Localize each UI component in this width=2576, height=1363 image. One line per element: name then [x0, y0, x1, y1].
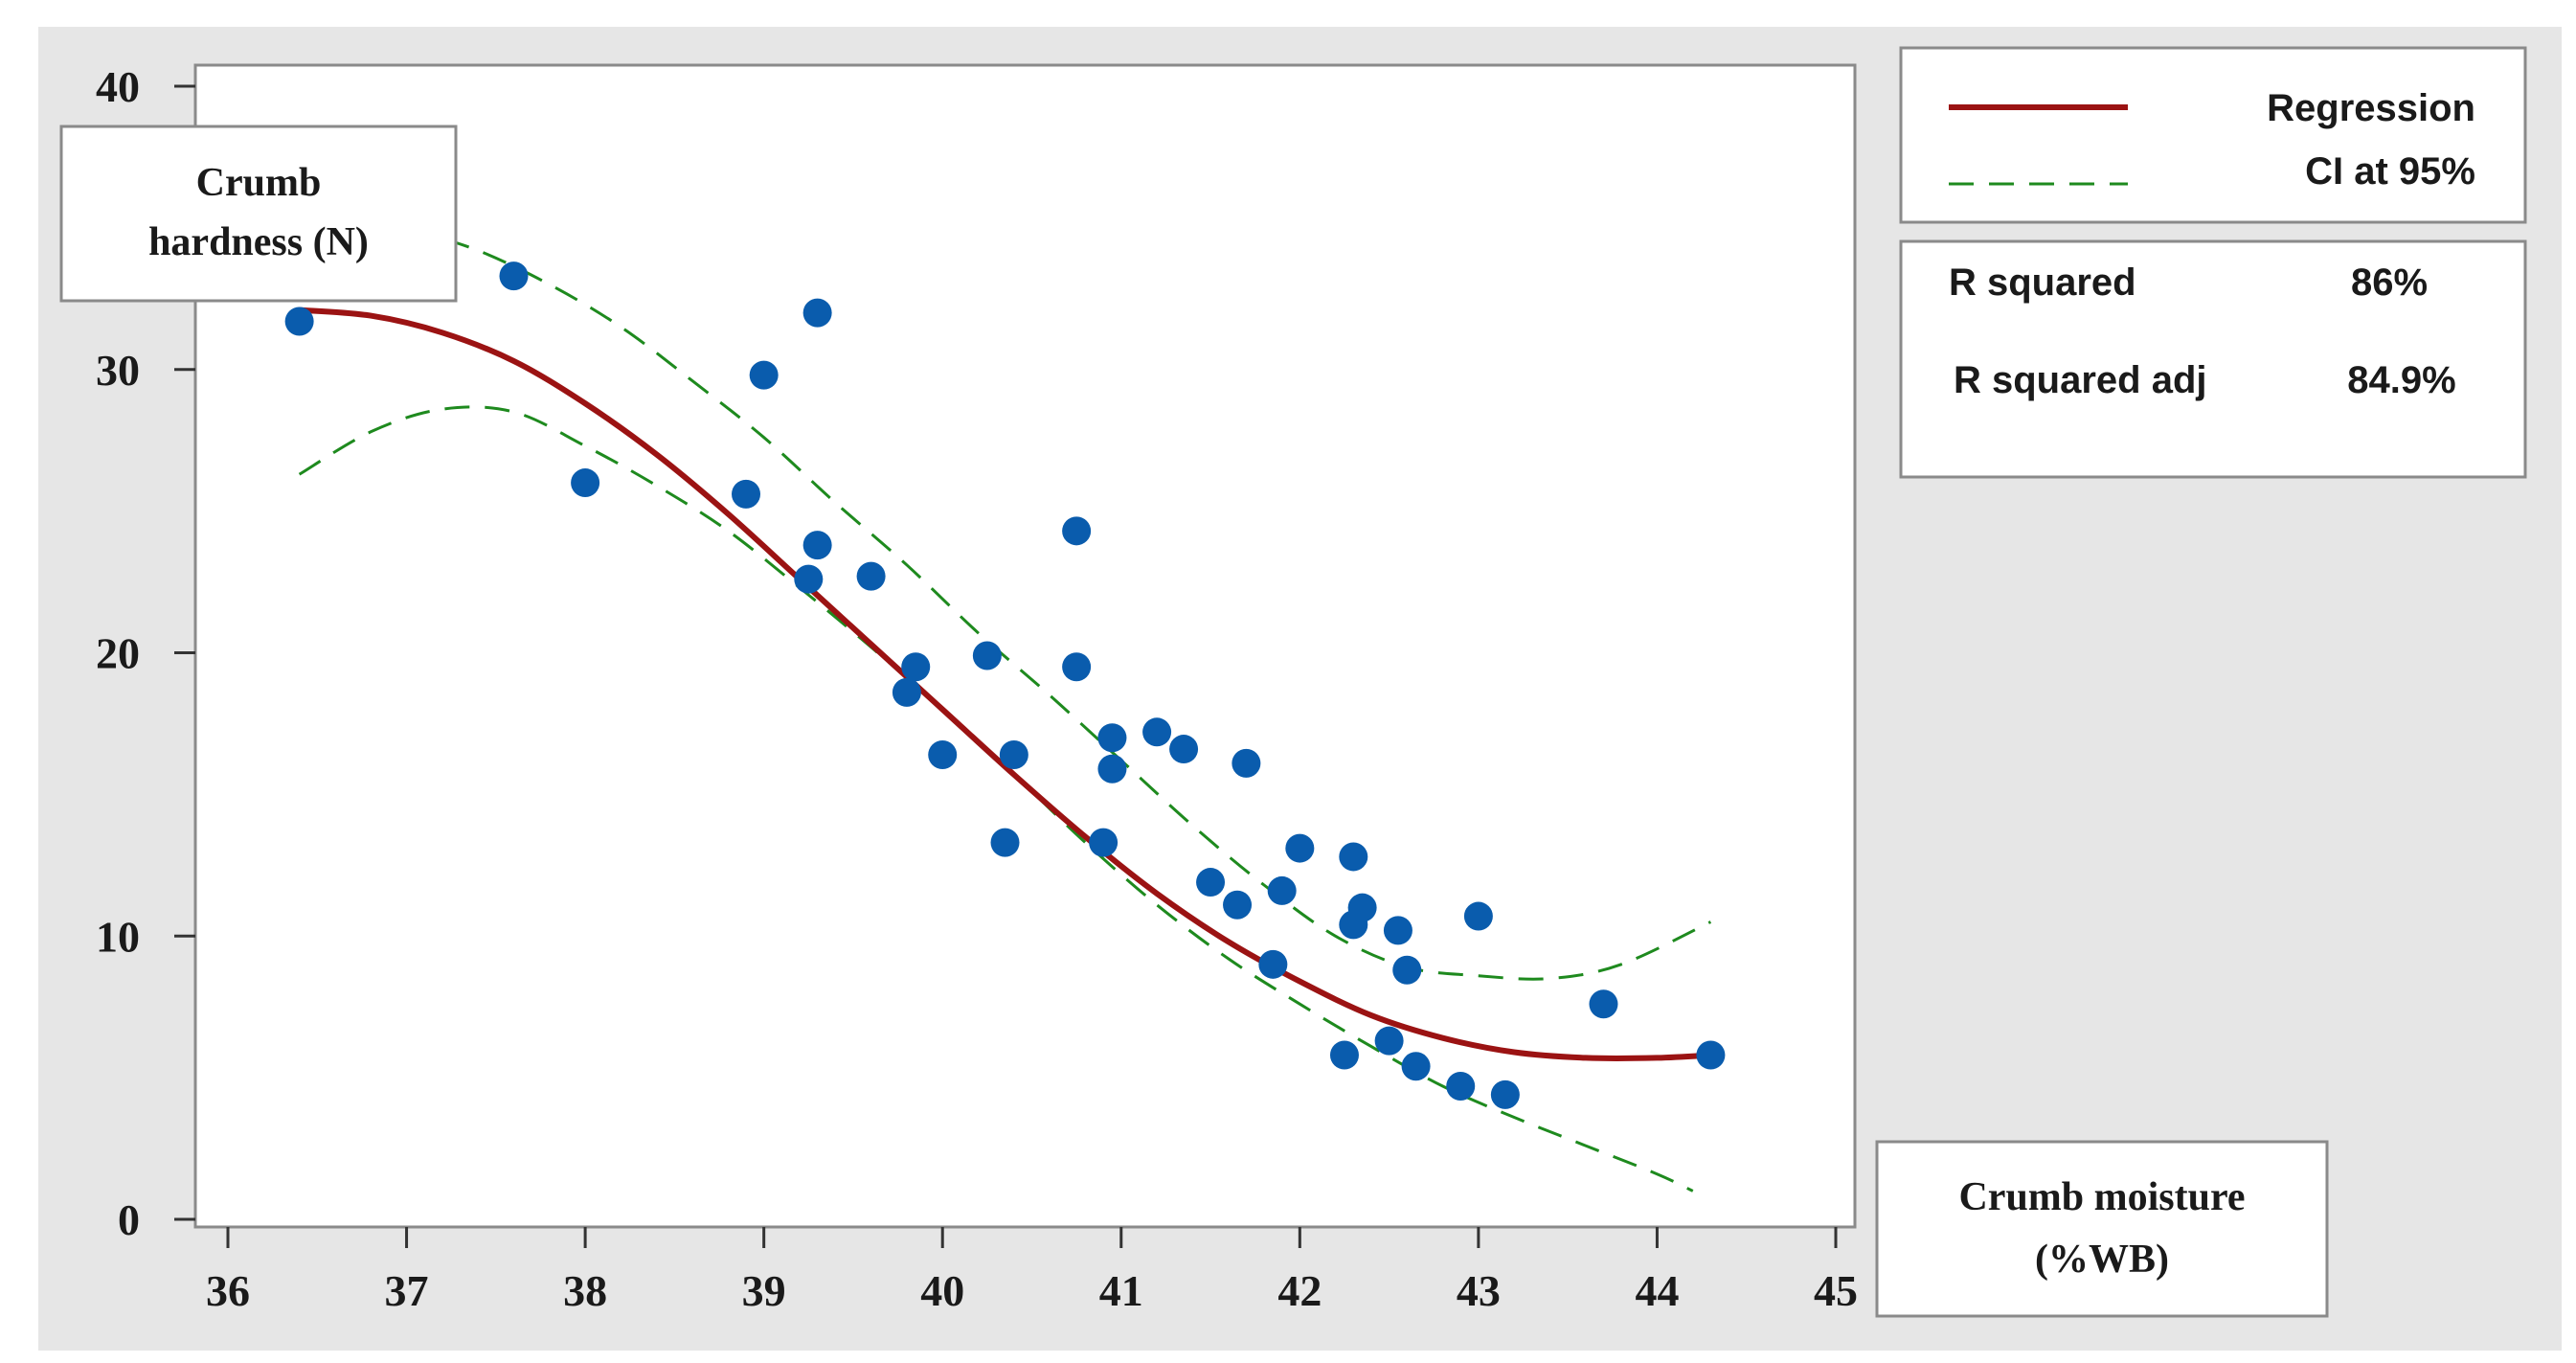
data-point — [1589, 989, 1618, 1019]
data-point — [1196, 868, 1226, 897]
data-point — [892, 677, 921, 707]
x-tick-label: 40 — [920, 1266, 964, 1315]
data-point — [901, 652, 931, 682]
x-tick-label: 41 — [1099, 1266, 1143, 1315]
y-axis-label-box: Crumb hardness (N) — [59, 125, 458, 303]
data-point — [1347, 893, 1377, 922]
data-point — [990, 828, 1020, 857]
y-tick-label: 0 — [118, 1195, 140, 1244]
data-point — [1696, 1040, 1726, 1070]
x-axis-label-box: Crumb moisture (%WB) — [1875, 1140, 2329, 1318]
data-point — [1446, 1071, 1476, 1101]
data-point — [1142, 717, 1172, 747]
stat-r-squared-adj-label: R squared adj — [1954, 359, 2207, 401]
x-tick-label: 42 — [1277, 1266, 1322, 1315]
data-point — [999, 739, 1028, 769]
data-point — [732, 479, 761, 509]
x-axis-label-line-2: (%WB) — [2035, 1238, 2169, 1282]
data-point — [1097, 754, 1127, 784]
legend-ci-label: CI at 95% — [2305, 150, 2475, 193]
data-point — [802, 298, 832, 328]
stats-box: R squared 86% R squared adj 84.9% — [1899, 239, 2527, 479]
data-point — [1258, 949, 1288, 979]
data-point — [499, 261, 529, 291]
y-tick-label: 10 — [96, 912, 140, 961]
plot-area — [193, 63, 1857, 1229]
data-point — [1392, 955, 1422, 985]
data-point — [1329, 1040, 1359, 1070]
x-tick-label: 39 — [742, 1266, 786, 1315]
data-point — [1232, 748, 1261, 778]
x-tick-label: 45 — [1814, 1266, 1858, 1315]
data-point — [972, 641, 1002, 670]
x-tick-label: 37 — [385, 1266, 429, 1315]
data-point — [1097, 723, 1127, 753]
y-axis-label-line-1: Crumb — [196, 161, 322, 205]
data-point — [1285, 833, 1315, 863]
data-point — [1490, 1079, 1520, 1109]
scatter-points — [284, 261, 1726, 1109]
y-tick-label: 30 — [96, 346, 140, 395]
stat-r-squared-value: 86% — [2351, 261, 2428, 304]
legend: Regression CI at 95% — [1899, 46, 2527, 224]
data-point — [928, 739, 958, 769]
data-point — [1223, 890, 1253, 920]
data-point — [1383, 916, 1412, 945]
x-tick-label: 44 — [1635, 1266, 1679, 1315]
x-tick-label: 36 — [206, 1266, 250, 1315]
legend-regression-label: Regression — [2267, 87, 2475, 129]
data-point — [1463, 901, 1493, 931]
data-point — [802, 531, 832, 560]
stat-r-squared-label: R squared — [1949, 261, 2136, 304]
data-point — [1062, 652, 1092, 682]
data-point — [1089, 828, 1119, 857]
data-point — [749, 360, 779, 390]
x-tick-label: 38 — [563, 1266, 607, 1315]
data-point — [1339, 842, 1368, 872]
y-tick-label: 20 — [96, 629, 140, 678]
y-axis-label-line-2: hardness (N) — [148, 220, 369, 264]
x-axis-label-line-1: Crumb moisture — [1958, 1175, 2245, 1219]
axes: 36 37 38 39 40 41 42 43 44 45 0 10 20 30 40 — [96, 62, 1858, 1315]
regression-line — [296, 307, 1714, 1061]
stat-r-squared-adj-value: 84.9% — [2347, 359, 2455, 401]
data-point — [1374, 1026, 1404, 1056]
data-point — [794, 564, 824, 594]
data-point — [856, 561, 886, 591]
data-point — [1267, 875, 1297, 905]
data-point — [1169, 735, 1199, 764]
x-tick-label: 43 — [1457, 1266, 1501, 1315]
regression-line-group — [296, 307, 1714, 1061]
data-point — [571, 468, 600, 498]
data-point — [284, 307, 314, 336]
data-point — [1401, 1052, 1431, 1081]
data-point — [1062, 516, 1092, 546]
y-tick-label: 40 — [96, 62, 140, 111]
